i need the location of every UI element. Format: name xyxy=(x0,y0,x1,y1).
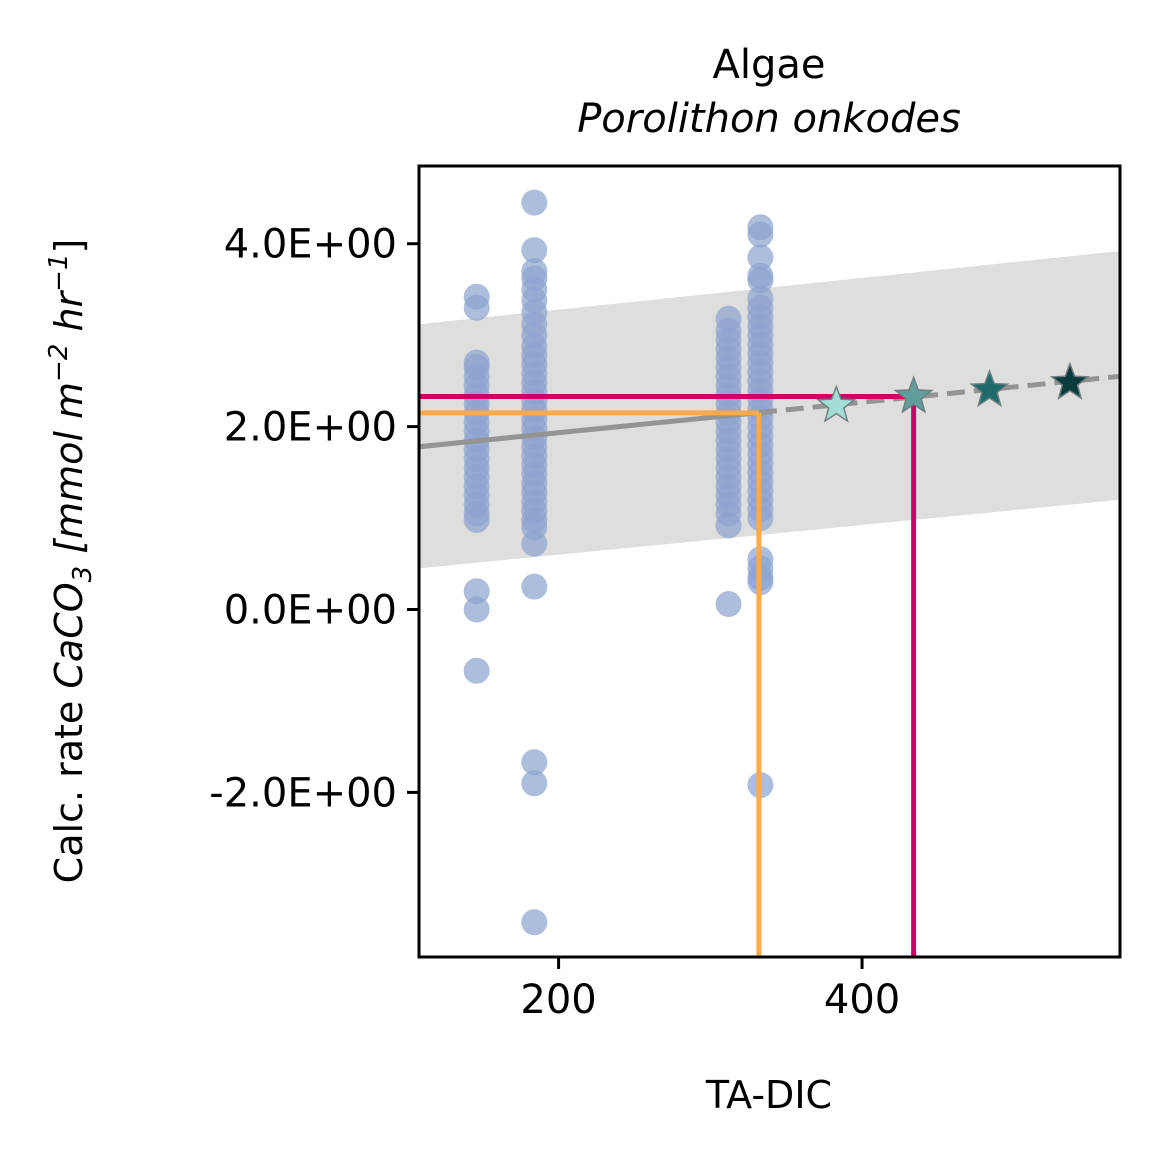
scatter-point xyxy=(521,189,548,216)
star-marker xyxy=(816,384,857,423)
y-tick-label: 4.0E+00 xyxy=(224,222,397,268)
star-marker xyxy=(893,375,934,414)
scatter-point xyxy=(747,267,774,294)
fit-line-dashed-start xyxy=(419,442,441,450)
scatter-point xyxy=(715,512,742,539)
scatter-point xyxy=(463,596,490,623)
y-axis-label-exp2: −1 xyxy=(44,254,74,292)
scatter-points-layer xyxy=(463,189,774,936)
scatter-point xyxy=(521,573,548,600)
scatter-point xyxy=(521,237,548,264)
chart-subtitle: Porolithon onkodes xyxy=(577,96,961,142)
scatter-point xyxy=(463,657,490,684)
y-axis-label-exp1: −2 xyxy=(44,344,74,382)
scatter-point xyxy=(521,909,548,936)
scatter-point xyxy=(463,578,490,605)
y-axis-label: Calc. rate CaCO3 [mmol m−2 hr−1] xyxy=(44,239,98,884)
y-axis-label-math-sub: 3 xyxy=(68,566,98,583)
star-markers-layer xyxy=(816,361,1091,423)
star-marker xyxy=(969,368,1010,408)
scatter-point xyxy=(521,530,548,557)
y-tick-label: 2.0E+00 xyxy=(224,405,397,451)
y-axis-ticks: 4.0E+00 2.0E+00 0.0E+00 -2.0E+00 xyxy=(209,222,419,816)
y-axis-label-units-mid: hr xyxy=(47,289,91,343)
scatter-point xyxy=(747,221,774,248)
reference-lines-layer xyxy=(419,393,917,957)
scatter-point xyxy=(521,749,548,776)
fit-line-solid xyxy=(419,410,760,450)
scatter-point xyxy=(463,506,490,533)
x-tick-label: 400 xyxy=(824,977,900,1023)
y-axis-label-units-open: [mmol m xyxy=(47,382,91,566)
scatter-point xyxy=(521,770,548,797)
scatter-point xyxy=(463,294,490,321)
x-axis-ticks: 200 400 xyxy=(520,957,900,1023)
star-marker xyxy=(1049,361,1091,400)
y-axis-label-units-close: ] xyxy=(47,239,91,254)
chart-title: Algae xyxy=(713,42,826,88)
plot-frame xyxy=(417,164,1122,959)
y-tick-label: 0.0E+00 xyxy=(224,588,397,634)
x-tick-label: 200 xyxy=(520,977,596,1023)
y-tick-label: -2.0E+00 xyxy=(209,770,397,816)
y-axis-label-prefix: Calc. rate xyxy=(47,689,91,884)
scatter-point xyxy=(747,244,774,271)
y-axis-label-math: CaCO xyxy=(47,582,91,688)
scatter-point xyxy=(715,591,742,618)
x-axis-label: TA-DIC xyxy=(705,1073,832,1117)
